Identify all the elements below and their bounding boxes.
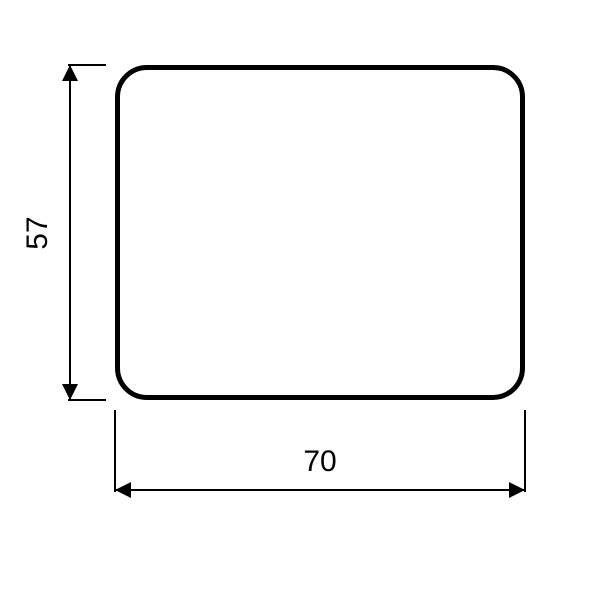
width-dimension-label: 70 xyxy=(303,445,336,479)
technical-drawing: 57 70 xyxy=(0,0,600,600)
height-dimension-label: 57 xyxy=(21,216,55,249)
part-outline xyxy=(115,65,525,400)
